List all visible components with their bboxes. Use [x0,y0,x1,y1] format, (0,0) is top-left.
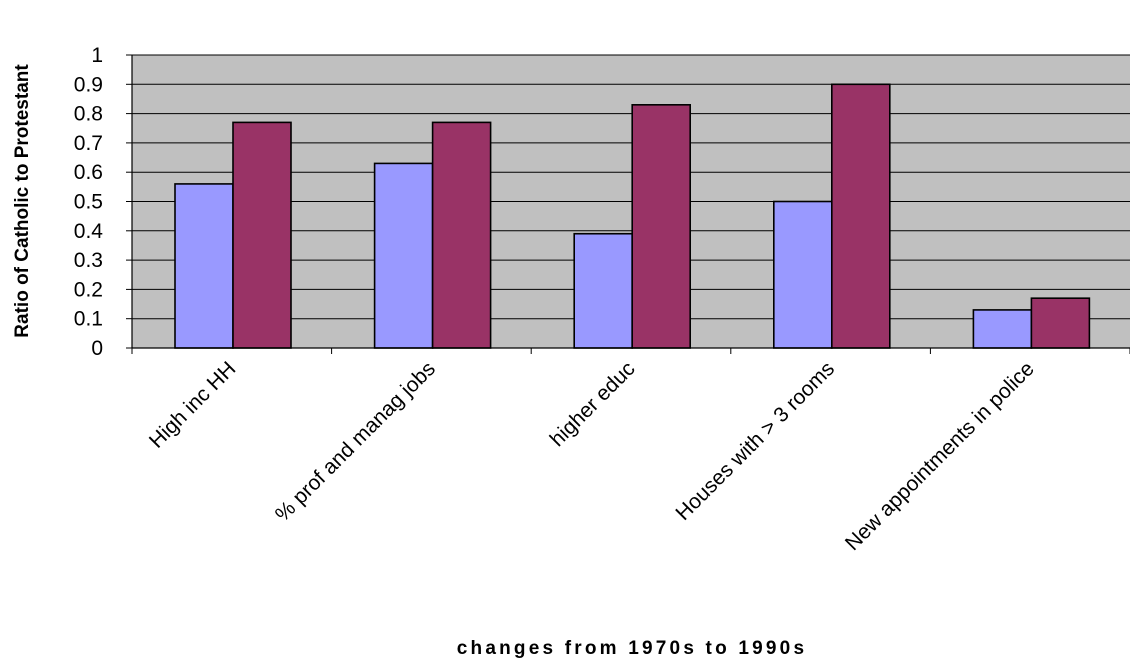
y-tick-label: 0.7 [74,132,103,155]
bars [174,83,1091,349]
category-label: higher educ [546,357,640,451]
y-tick-label: 0.9 [74,73,103,96]
bar-series-2-4 [830,83,891,349]
bar-series-1-2 [373,162,434,349]
bar-series-1-5 [972,309,1033,349]
x-axis-title: changes from 1970s to 1990s [457,638,807,659]
y-tick-label: 0 [91,337,103,360]
category-label: High inc HH [145,357,240,452]
bar-series-2-2 [431,121,492,349]
y-tick-label: 0.6 [74,161,103,184]
y-tick-label: 0.2 [74,278,103,301]
category-label: % prof and manag jobs [271,357,440,526]
y-tick-label: 0.4 [74,220,104,243]
bar-series-2-1 [232,121,292,349]
y-ticks: 0 0.1 0.2 0.3 0.4 0.5 0.6 0.7 0.8 0.9 1 [74,44,132,360]
bar-series-1-4 [772,200,833,349]
category-labels: High inc HH % prof and manag jobs higher e… [145,357,1039,555]
category-label: Houses with > 3 rooms [671,357,839,525]
x-ticks [131,348,1130,354]
bar-series-2-5 [1030,297,1091,349]
y-tick-label: 0.1 [74,308,103,331]
bar-series-2-3 [631,104,692,349]
bar-series-1-1 [174,183,234,349]
y-tick-label: 0.5 [74,191,103,214]
y-tick-label: 0.3 [74,249,103,272]
y-axis-title: Ratio of Catholic to Protestant [12,64,33,338]
bar-series-1-3 [573,232,634,349]
category-label: New appointments in police [841,357,1039,555]
y-tick-label: 0.8 [74,103,103,126]
y-tick-label: 1 [91,44,103,67]
